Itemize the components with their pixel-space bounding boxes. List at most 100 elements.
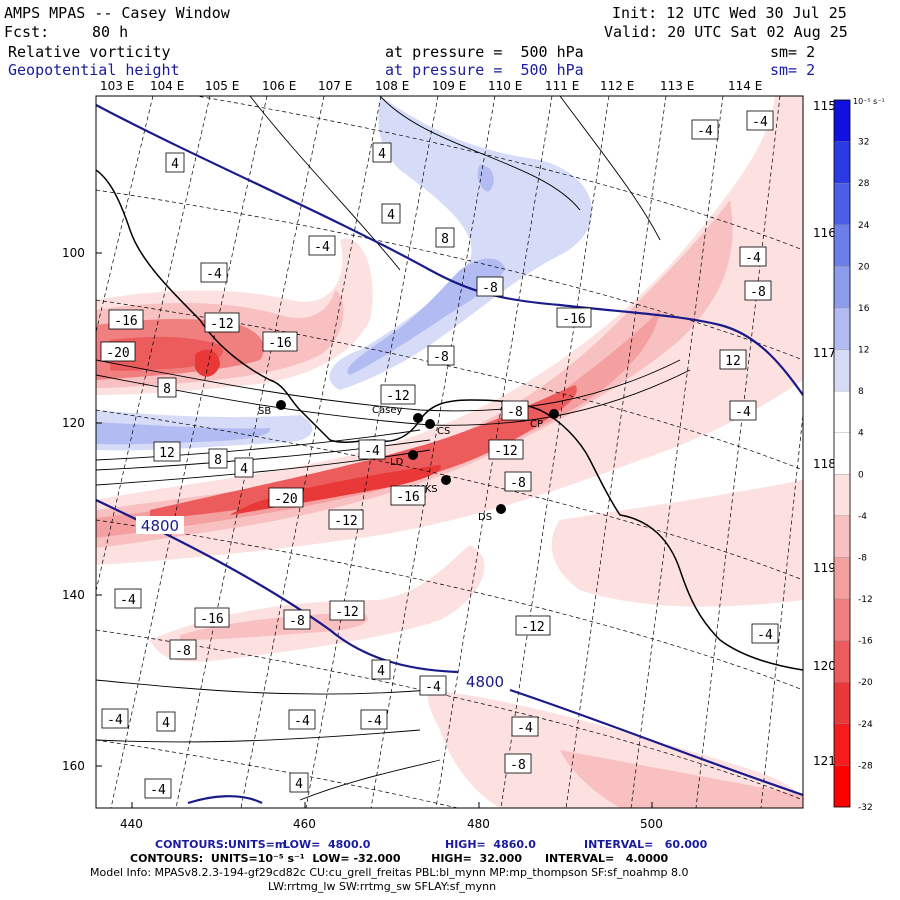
colorbar-label: 28 <box>858 179 870 189</box>
station-label: CP <box>530 419 543 430</box>
plot-area: SBCaseyCSLDYMKSDSCP 444-4-48-4-4-4-8-8-1… <box>96 96 803 808</box>
field1-level: at pressure = 500 hPa <box>385 43 584 61</box>
height-contour-labels: 4800 4800 <box>136 516 509 691</box>
svg-text:-4: -4 <box>366 714 382 729</box>
station-label: LD <box>390 457 404 468</box>
station-label: SB <box>258 406 271 417</box>
colorbar-swatch <box>833 390 851 433</box>
svg-text:-4: -4 <box>107 713 123 728</box>
map-title: AMPS MPAS -- Casey Window <box>4 4 230 22</box>
vorticity-contour-label: -8 <box>501 400 529 421</box>
svg-text:4800: 4800 <box>141 517 179 535</box>
colorbar-swatch <box>833 307 851 350</box>
bottom-tick-label: 480 <box>467 817 490 831</box>
svg-text:-8: -8 <box>507 405 523 420</box>
vorticity-contour-label: 4 <box>156 711 176 732</box>
svg-text:-16: -16 <box>200 612 223 627</box>
svg-text:4: 4 <box>377 664 385 679</box>
svg-text:12: 12 <box>725 354 741 369</box>
vorticity-contour-label: -16 <box>194 607 230 628</box>
vorticity-contour-label: -4 <box>360 709 388 730</box>
svg-text:4: 4 <box>295 777 303 792</box>
neg-vorticity-blob-west-max <box>195 349 220 377</box>
colorbar-label: 24 <box>858 221 870 231</box>
neg-vorticity-band-core <box>150 385 577 520</box>
valid-time: Valid: 20 UTC Sat 02 Aug 25 <box>604 23 848 41</box>
colorbar-swatch <box>833 765 851 808</box>
station-marker <box>408 450 418 460</box>
svg-text:-8: -8 <box>750 285 766 300</box>
neg-vorticity-south-inner <box>180 612 368 640</box>
vorticity-contour-label: -4 <box>739 246 767 267</box>
colorbar-swatch <box>833 432 851 475</box>
svg-text:4: 4 <box>378 147 386 162</box>
svg-text:-8: -8 <box>433 350 449 365</box>
svg-text:-20: -20 <box>106 346 129 361</box>
vorticity-contour-label: -4 <box>358 439 386 460</box>
footer-contours-label: CONTOURS: <box>155 838 229 851</box>
svg-text:-8: -8 <box>175 644 191 659</box>
svg-text:-12: -12 <box>494 444 517 459</box>
svg-text:-4: -4 <box>294 714 310 729</box>
svg-text:-8: -8 <box>482 281 498 296</box>
meridian-line <box>110 96 268 808</box>
field1-name: Relative vorticity <box>8 43 171 61</box>
svg-text:-4: -4 <box>697 124 713 139</box>
bottom-tick-label: 460 <box>293 817 316 831</box>
vorticity-contour-label: -4 <box>751 623 779 644</box>
vorticity-contour-label: -8 <box>476 276 504 297</box>
colorbar-swatch <box>833 266 851 309</box>
vorticity-contour-label: -20 <box>268 487 304 508</box>
colorbar: 32 28 24 20 16 12 8 4 0 -4 -8 -12 -16 -20 -24 -28 -32 10⁻… <box>833 97 885 813</box>
vorticity-contour-label: -8 <box>427 345 455 366</box>
svg-text:-4: -4 <box>206 267 222 282</box>
svg-text:-4: -4 <box>517 721 533 736</box>
vorticity-contour-label: -4 <box>691 119 719 140</box>
colorbar-label: -28 <box>858 761 873 771</box>
svg-text:-12: -12 <box>386 389 409 404</box>
svg-text:4: 4 <box>387 208 395 223</box>
top-lon-label: 103 E <box>100 79 134 93</box>
top-lon-label: 110 E <box>488 79 522 93</box>
station-marker <box>549 409 559 419</box>
vorticity-contour-label: 12 <box>719 349 747 370</box>
vorticity-contour-label: 8 <box>157 377 177 398</box>
station-marker <box>425 419 435 429</box>
field2-level: at pressure = 500 hPa <box>385 61 584 79</box>
pos-vorticity-spot <box>477 165 494 192</box>
vorticity-contour-label: -16 <box>390 485 426 506</box>
colorbar-label: 8 <box>858 387 864 397</box>
vorticity-contour-labels: 4 4 4 -4 -4 8 -4 -4 -4 -8 -8 -16 -12 -16 -20 -16 8 -8 12 -1… <box>100 110 779 799</box>
svg-text:4: 4 <box>240 462 248 477</box>
colorbar-swatch <box>833 557 851 600</box>
svg-text:8: 8 <box>441 232 449 247</box>
meridian-line <box>500 96 610 808</box>
station-marker <box>413 413 423 423</box>
station-label: CS <box>437 426 450 437</box>
svg-text:-16: -16 <box>396 490 419 505</box>
colorbar-swatch <box>833 682 851 724</box>
colorbar-label: 12 <box>858 346 869 356</box>
init-time: Init: 12 UTC Wed 30 Jul 25 <box>612 4 847 22</box>
height-contour-south-east <box>509 688 803 797</box>
height-contour-bottom <box>187 795 263 805</box>
colorbar-label: 32 <box>858 138 869 148</box>
colorbar-label: 16 <box>858 304 870 314</box>
vorticity-contour-label: -4 <box>200 262 228 283</box>
station-marker <box>441 475 451 485</box>
left-tick-label: 160 <box>62 759 85 773</box>
top-lon-label: 108 E <box>375 79 409 93</box>
station-label: DS <box>478 512 492 523</box>
meridian-line <box>240 96 382 808</box>
vorticity-contour-label: -12 <box>329 600 365 621</box>
top-lon-label: 114 E <box>728 79 762 93</box>
pos-vorticity-band-north <box>329 96 593 390</box>
svg-text:8: 8 <box>163 382 171 397</box>
meridian-line <box>175 96 325 808</box>
top-lon-label: 107 E <box>318 79 352 93</box>
left-tick-label: 120 <box>62 416 85 430</box>
colorbar-swatch <box>833 474 851 517</box>
vorticity-contour-label: -12 <box>380 384 416 405</box>
svg-text:-4: -4 <box>757 628 773 643</box>
svg-text:-4: -4 <box>120 593 136 608</box>
